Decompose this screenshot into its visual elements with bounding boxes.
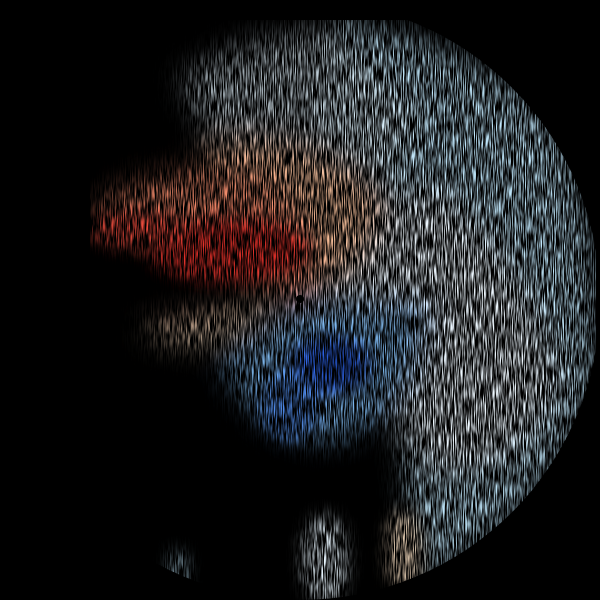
- inbound-south: [260, 370, 320, 440]
- radar-site-marker: [296, 295, 304, 303]
- near-zero-region: [330, 180, 560, 471]
- strong-outbound-arm: [90, 212, 190, 248]
- outbound-fringe: [140, 300, 300, 345]
- south-streak-1: [303, 515, 347, 600]
- strong-outbound-core: [150, 218, 310, 282]
- south-streak-2: [387, 510, 423, 590]
